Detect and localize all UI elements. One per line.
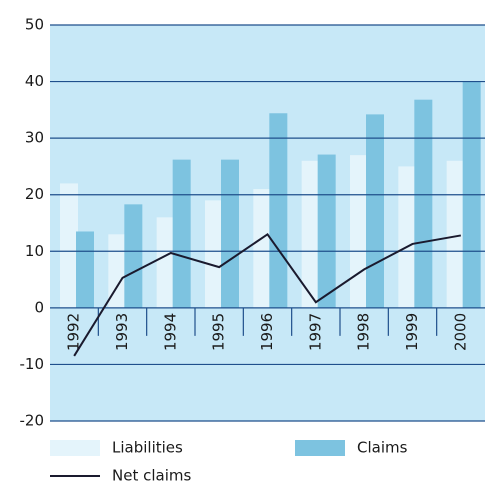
bar — [350, 155, 368, 308]
y-tick-label: 10 — [25, 242, 44, 260]
legend-label: Claims — [357, 439, 408, 457]
line-series — [73, 232, 462, 357]
y-tick-label: 30 — [25, 129, 44, 147]
bar — [76, 231, 94, 308]
x-tick-label: 1999 — [403, 313, 421, 351]
bar — [172, 159, 191, 308]
y-tick-label: -10 — [20, 355, 45, 373]
y-tick-label: 20 — [25, 185, 44, 203]
bar — [253, 189, 272, 308]
y-tick-label: 50 — [25, 16, 44, 34]
legend-label: Net claims — [112, 467, 191, 485]
legend-swatch — [50, 440, 100, 456]
bar — [414, 99, 433, 308]
bar — [398, 166, 417, 308]
y-tick-label: 0 — [34, 298, 44, 316]
x-tick-label: 1994 — [161, 313, 179, 351]
x-tick-label: 2000 — [451, 313, 469, 351]
x-tick-label: 1996 — [258, 313, 276, 351]
x-tick-label: 1992 — [65, 313, 83, 351]
bar — [301, 160, 320, 308]
x-tick-label: 1997 — [306, 313, 324, 351]
x-tick-label: 1998 — [355, 313, 373, 351]
legend-swatch — [295, 440, 345, 456]
legend-label: Liabilities — [112, 439, 183, 457]
bar — [366, 114, 384, 308]
x-tick-label: 1993 — [113, 313, 131, 351]
bar — [124, 204, 143, 308]
x-tick-label: 1995 — [210, 313, 228, 351]
y-tick-label: -20 — [20, 412, 45, 430]
bar — [269, 113, 288, 308]
bar — [156, 217, 175, 308]
bar — [108, 234, 127, 308]
bar — [317, 154, 336, 308]
y-tick-label: 40 — [25, 72, 44, 90]
bar — [205, 200, 223, 308]
bar — [60, 183, 78, 308]
bar — [221, 159, 239, 308]
bar — [446, 160, 465, 308]
